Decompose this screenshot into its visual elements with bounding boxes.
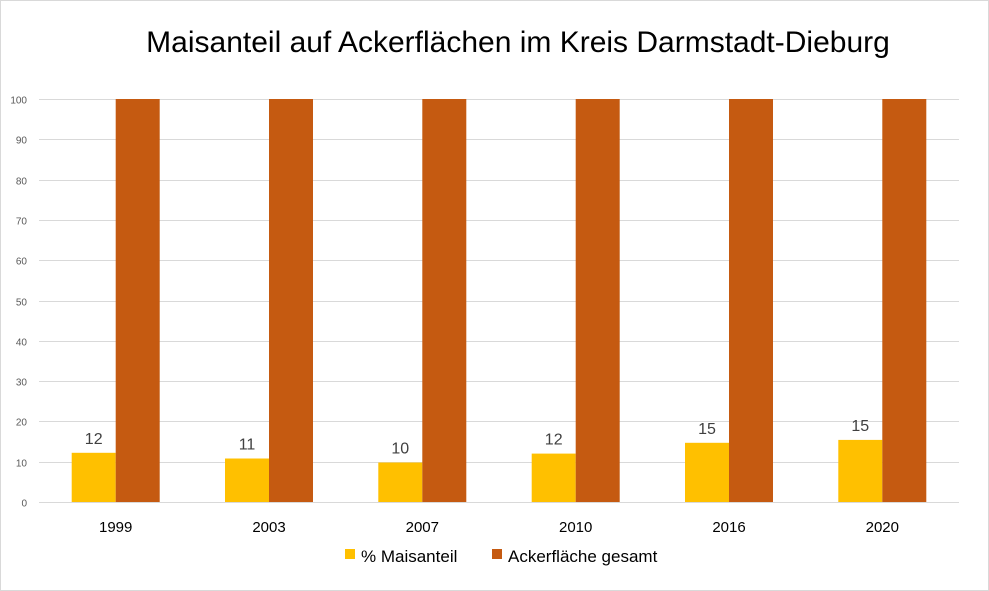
x-tick-label: 1999 bbox=[99, 519, 132, 536]
data-label: 11 bbox=[239, 437, 256, 454]
bar-ackerflaeche-1999 bbox=[115, 99, 160, 502]
legend-swatch-maisanteil bbox=[345, 549, 355, 559]
data-label: 15 bbox=[698, 421, 716, 438]
bar-maisanteil-1999 bbox=[71, 452, 116, 502]
y-tick-label: 100 bbox=[10, 96, 27, 107]
x-tick-label: 2007 bbox=[406, 519, 439, 536]
data-label: 15 bbox=[851, 418, 869, 435]
y-axis-ticks: 0 10 20 30 40 50 60 70 80 90 100 bbox=[10, 96, 27, 510]
legend-swatch-ackerflaeche bbox=[492, 549, 502, 559]
bar-ackerflaeche-2003 bbox=[269, 99, 313, 502]
x-tick-label: 2010 bbox=[559, 519, 592, 536]
bars bbox=[71, 99, 927, 502]
y-tick-label: 20 bbox=[16, 418, 28, 429]
legend-label-maisanteil: % Maisanteil bbox=[361, 547, 457, 566]
y-tick-label: 70 bbox=[16, 217, 28, 228]
y-tick-label: 60 bbox=[16, 257, 28, 268]
bar-ackerflaeche-2020 bbox=[882, 99, 927, 502]
y-tick-label: 50 bbox=[16, 298, 28, 309]
y-tick-label: 40 bbox=[16, 338, 28, 349]
y-tick-label: 80 bbox=[16, 177, 28, 188]
x-tick-label: 2016 bbox=[712, 519, 745, 536]
data-label: 12 bbox=[85, 431, 103, 448]
bar-maisanteil-2003 bbox=[225, 458, 269, 502]
gridlines bbox=[39, 99, 959, 503]
chart-title: Maisanteil auf Ackerflächen im Kreis Dar… bbox=[146, 26, 890, 59]
bar-ackerflaeche-2010 bbox=[575, 99, 620, 502]
y-tick-label: 90 bbox=[16, 136, 28, 147]
bar-maisanteil-2007 bbox=[378, 462, 423, 502]
data-labels: 12 11 10 12 15 15 bbox=[85, 418, 869, 458]
y-tick-label: 10 bbox=[16, 459, 28, 470]
bar-maisanteil-2010 bbox=[531, 453, 576, 502]
x-tick-label: 2020 bbox=[866, 519, 899, 536]
data-label: 10 bbox=[391, 441, 409, 458]
legend-label-ackerflaeche: Ackerfläche gesamt bbox=[508, 547, 658, 566]
bar-maisanteil-2016 bbox=[685, 442, 729, 502]
x-axis-ticks: 1999 2003 2007 2010 2016 2020 bbox=[99, 519, 899, 536]
x-tick-label: 2003 bbox=[252, 519, 285, 536]
bar-ackerflaeche-2007 bbox=[422, 99, 467, 502]
data-label: 12 bbox=[545, 432, 563, 449]
y-tick-label: 30 bbox=[16, 378, 28, 389]
y-tick-label: 0 bbox=[21, 499, 27, 510]
bar-maisanteil-2020 bbox=[838, 439, 883, 502]
bar-ackerflaeche-2016 bbox=[729, 99, 773, 502]
legend: % Maisanteil Ackerfläche gesamt bbox=[345, 547, 658, 566]
